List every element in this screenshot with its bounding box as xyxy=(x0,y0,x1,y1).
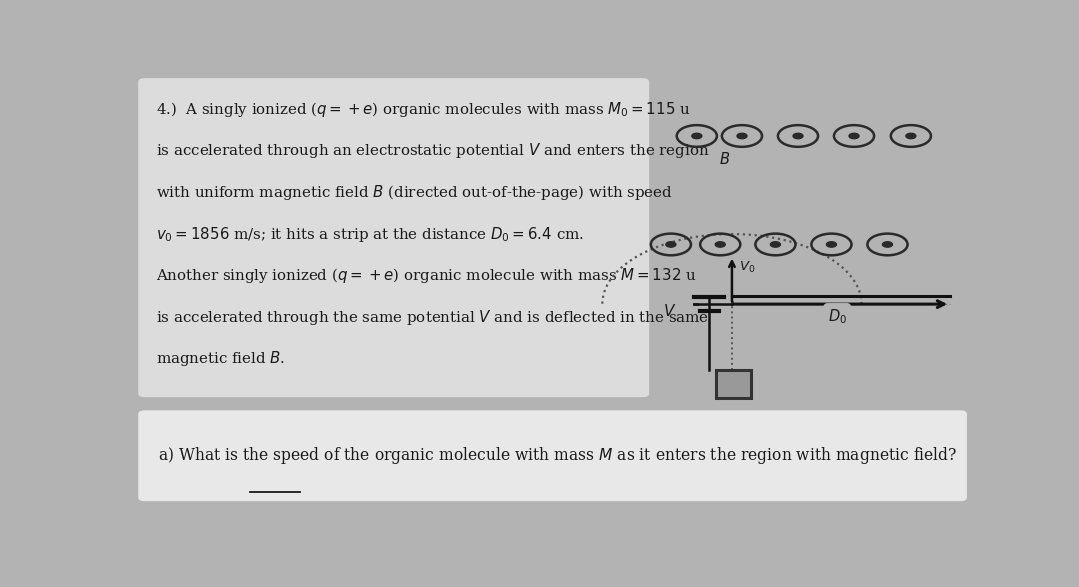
Circle shape xyxy=(849,133,859,139)
Circle shape xyxy=(737,133,747,139)
Circle shape xyxy=(906,133,916,139)
Circle shape xyxy=(692,133,701,139)
Circle shape xyxy=(715,242,725,247)
Circle shape xyxy=(770,242,780,247)
Text: a) What is the speed of the organic molecule with mass $M$ as it enters the regi: a) What is the speed of the organic mole… xyxy=(159,445,958,466)
Text: $V$: $V$ xyxy=(663,303,675,319)
Text: $B$: $B$ xyxy=(719,151,729,167)
Bar xyxy=(716,370,751,398)
Circle shape xyxy=(793,133,803,139)
FancyBboxPatch shape xyxy=(138,410,967,501)
Text: 4.)  A singly ionized ($q = +e$) organic molecules with mass $M_0 = 115$ u: 4.) A singly ionized ($q = +e$) organic … xyxy=(155,100,691,119)
Text: is accelerated through an electrostatic potential $V$ and enters the region: is accelerated through an electrostatic … xyxy=(155,141,709,160)
Text: magnetic field $B$.: magnetic field $B$. xyxy=(155,349,285,368)
Circle shape xyxy=(883,242,892,247)
Text: is accelerated through the same potential $V$ and is deflected in the same: is accelerated through the same potentia… xyxy=(155,308,709,327)
Text: $V_0$: $V_0$ xyxy=(739,259,755,275)
FancyBboxPatch shape xyxy=(138,78,650,397)
Circle shape xyxy=(827,242,836,247)
Text: $D_0$: $D_0$ xyxy=(828,308,847,326)
Text: $v_0 = 1856$ m/s; it hits a strip at the distance $D_0 = 6.4$ cm.: $v_0 = 1856$ m/s; it hits a strip at the… xyxy=(155,225,584,244)
Text: with uniform magnetic field $B$ (directed out-of-the-page) with speed: with uniform magnetic field $B$ (directe… xyxy=(155,183,672,202)
Circle shape xyxy=(666,242,675,247)
Text: Another singly ionized ($q = +e$) organic molecule with mass $M = 132$ u: Another singly ionized ($q = +e$) organi… xyxy=(155,266,696,285)
